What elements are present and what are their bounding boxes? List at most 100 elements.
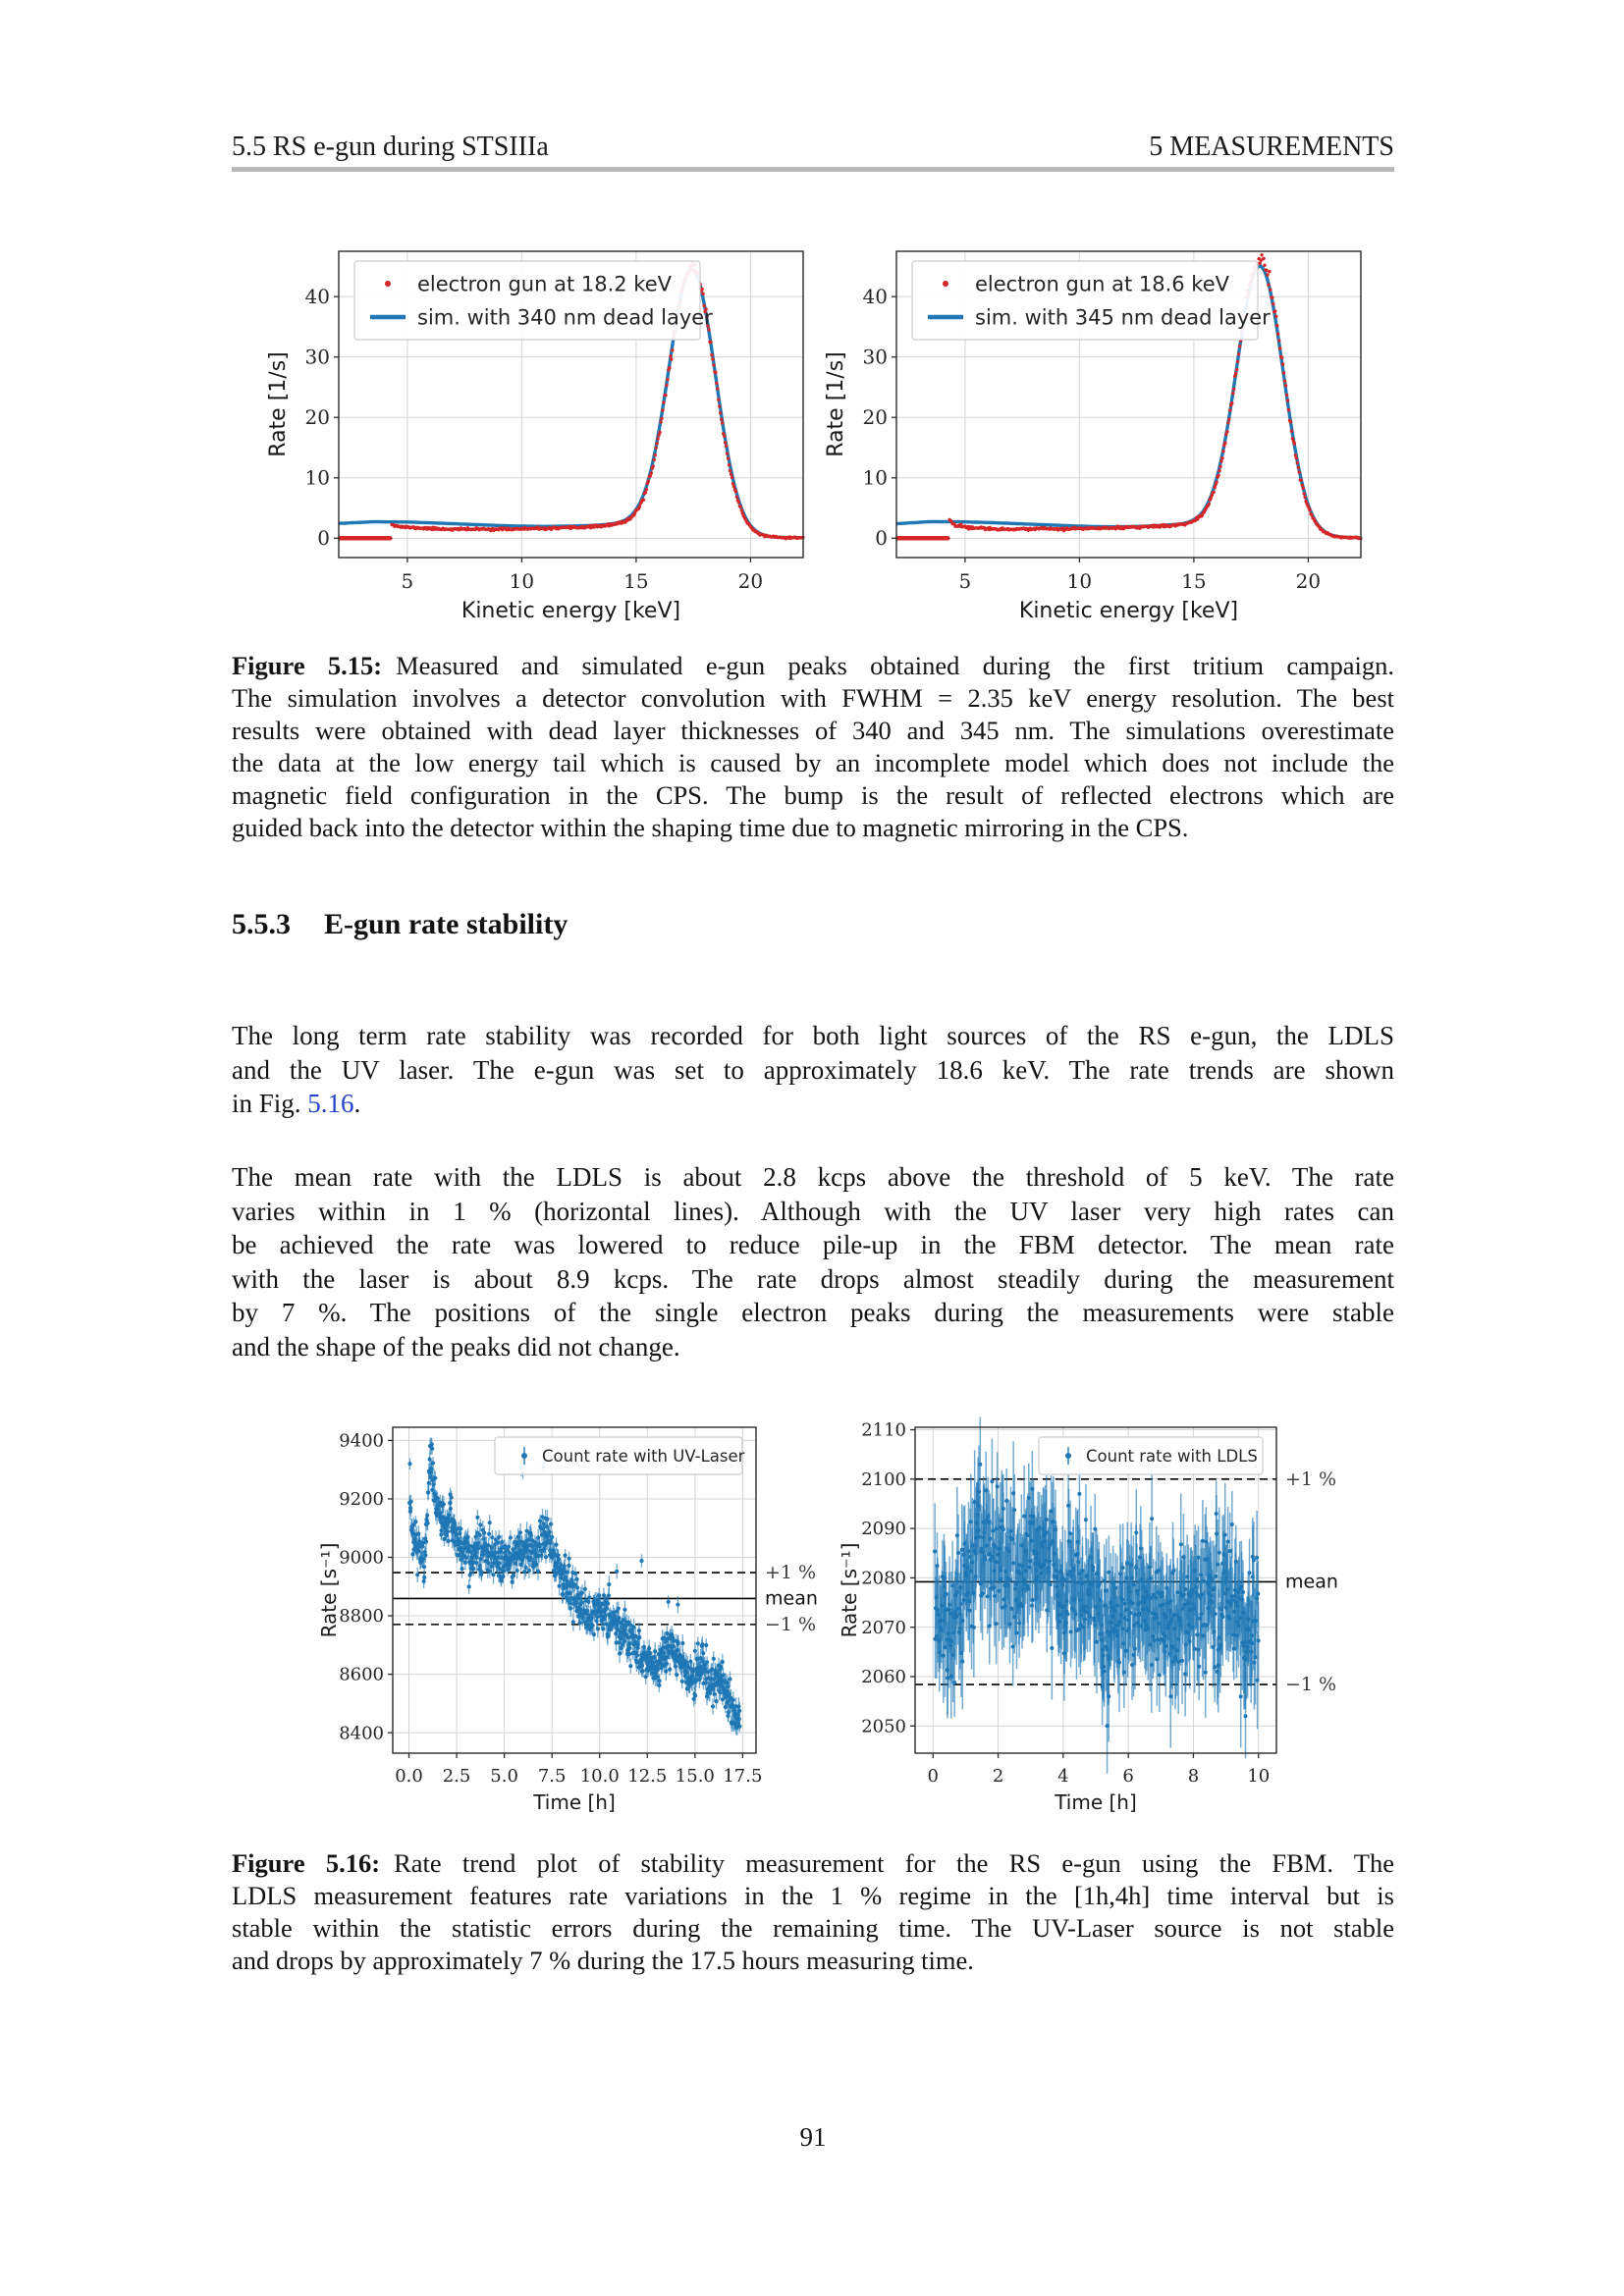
svg-text:Rate [1/s]: Rate [1/s]	[266, 351, 291, 456]
figure-5-15-chart-18-6kev: 5 10 15 20 0 10 20 30 40 Kinetic energy [keV] Rate…	[824, 250, 1363, 623]
svg-text:electron gun at 18.2 keV: electron gun at 18.2 keV	[417, 272, 673, 295]
svg-text:Count rate with UV-Laser: Count rate with UV-Laser	[542, 1447, 745, 1466]
svg-text:5: 5	[402, 569, 414, 593]
svg-text:8600: 8600	[339, 1665, 384, 1685]
text-line: and drops by approximately 7 % during th…	[232, 1946, 974, 1975]
svg-text:Kinetic energy [keV]: Kinetic energy [keV]	[1019, 599, 1238, 623]
svg-text:20: 20	[738, 569, 763, 593]
text: in Fig.	[232, 1089, 308, 1118]
text: .	[353, 1089, 361, 1118]
svg-text:−1 %: −1 %	[1285, 1674, 1336, 1695]
caption-label: Figure 5.15:	[232, 651, 383, 680]
svg-text:mean: mean	[765, 1587, 818, 1609]
svg-text:sim. with 340 nm dead layer: sim. with 340 nm dead layer	[417, 305, 713, 329]
svg-text:0.0: 0.0	[395, 1766, 423, 1787]
svg-text:Rate [s⁻¹]: Rate [s⁻¹]	[317, 1543, 341, 1638]
svg-text:2.5: 2.5	[443, 1766, 471, 1787]
running-header-chapter: 5 MEASUREMENTS	[1149, 132, 1394, 162]
svg-text:Count rate with LDLS: Count rate with LDLS	[1086, 1447, 1258, 1466]
svg-text:40: 40	[863, 285, 888, 308]
caption-text: Measured and simulated e-gun peaks obtai…	[396, 651, 1394, 680]
figure-5-16-chart-uv-laser: +1 % mean −1 % 0.0 2.5 5.0 7.5 10.0 12.5 15.0 17.5…	[317, 1426, 818, 1814]
caption-first-line: Figure 5.16: Rate trend plot of stability…	[232, 1847, 1394, 1880]
svg-text:15.0: 15.0	[676, 1766, 715, 1787]
svg-text:Kinetic energy [keV]: Kinetic energy [keV]	[461, 599, 680, 623]
text-line: stable within the statistic errors durin…	[232, 1913, 1394, 1943]
section-heading: 5.5.3 E-gun rate stability	[232, 908, 568, 941]
svg-text:2070: 2070	[861, 1618, 906, 1638]
text-line: with the laser is about 8.9 kcps. The ra…	[232, 1263, 1394, 1294]
svg-text:electron gun at 18.6 keV: electron gun at 18.6 keV	[975, 272, 1230, 295]
svg-text:10: 10	[1067, 569, 1092, 593]
svg-text:4: 4	[1057, 1766, 1068, 1787]
figure-5-16-caption: Figure 5.16: Rate trend plot of stability…	[232, 1847, 1394, 1977]
text-line: LDLS measurement features rate variation…	[232, 1881, 1394, 1910]
svg-text:2080: 2080	[861, 1569, 906, 1589]
text-line: by 7 %. The positions of the single elec…	[232, 1298, 1394, 1327]
text-line: and the shape of the peaks did not chang…	[232, 1331, 680, 1362]
svg-text:Rate [1/s]: Rate [1/s]	[824, 351, 848, 456]
svg-text:2100: 2100	[861, 1469, 906, 1490]
svg-text:6: 6	[1122, 1766, 1133, 1787]
svg-text:2110: 2110	[861, 1420, 906, 1441]
paragraph-1-last-line: in Fig. 5.16.	[232, 1087, 1394, 1121]
svg-text:−1 %: −1 %	[765, 1614, 816, 1635]
svg-text:Time [h]: Time [h]	[532, 1790, 616, 1814]
svg-text:9400: 9400	[339, 1431, 384, 1452]
svg-text:sim. with 345 nm dead layer: sim. with 345 nm dead layer	[975, 305, 1271, 329]
svg-text:5.0: 5.0	[490, 1766, 518, 1787]
svg-text:2: 2	[993, 1766, 1003, 1787]
svg-text:8400: 8400	[339, 1723, 384, 1743]
text-line: The mean rate with the LDLS is about 2.8…	[232, 1162, 1394, 1192]
svg-text:15: 15	[1181, 569, 1206, 593]
text-line: magnetic field configuration in the CPS.…	[232, 780, 1394, 810]
svg-text:10.0: 10.0	[580, 1766, 620, 1787]
svg-text:10: 10	[1247, 1766, 1270, 1787]
svg-text:2060: 2060	[861, 1667, 906, 1687]
svg-text:Time [h]: Time [h]	[1054, 1790, 1137, 1814]
text-line: results were obtained with dead layer th…	[232, 716, 1394, 745]
figure-5-16-chart-ldls: +1 % mean −1 % 0 2 4 6 8 10 2050 2060 2070 2080 2090 2…	[838, 1416, 1338, 1814]
caption-first-line: Figure 5.15: Measured and simulated e-gun…	[232, 650, 1394, 682]
text-line: The long term rate stability was recorde…	[232, 1021, 1394, 1050]
svg-text:10: 10	[510, 569, 534, 593]
svg-text:9000: 9000	[339, 1548, 384, 1569]
svg-text:+1 %: +1 %	[1285, 1468, 1336, 1490]
paragraph-1: The long term rate stability was recorde…	[232, 1019, 1394, 1121]
svg-text:Rate [s⁻¹]: Rate [s⁻¹]	[838, 1543, 861, 1638]
section-title: E-gun rate stability	[324, 908, 568, 940]
svg-text:7.5: 7.5	[538, 1766, 567, 1787]
text-line: and the UV laser. The e-gun was set to a…	[232, 1054, 1394, 1085]
svg-text:8800: 8800	[339, 1606, 384, 1627]
figure-5-16-link[interactable]: 5.16	[307, 1089, 354, 1118]
caption-text: Rate trend plot of stability measurement…	[394, 1848, 1394, 1878]
figure-5-15-chart-18-2kev: 5 10 15 20 0 10 20 30 40 Kinetic energy [keV] Rate…	[266, 250, 805, 623]
svg-text:2090: 2090	[861, 1519, 906, 1539]
paragraph-2: The mean rate with the LDLS is about 2.8…	[232, 1160, 1394, 1363]
figure-5-15-caption: Figure 5.15: Measured and simulated e-gun…	[232, 650, 1394, 844]
caption-label: Figure 5.16:	[232, 1848, 381, 1878]
svg-text:+1 %: +1 %	[765, 1562, 816, 1583]
svg-text:20: 20	[305, 405, 330, 429]
text-line: the data at the low energy tail which is…	[232, 748, 1394, 777]
caption-body: The simulation involves a detector convo…	[232, 682, 1394, 844]
text-line: varies within in 1 % (horizontal lines).…	[232, 1196, 1394, 1226]
svg-text:30: 30	[305, 345, 330, 368]
text-line: be achieved the rate was lowered to redu…	[232, 1230, 1394, 1259]
svg-text:20: 20	[1296, 569, 1321, 593]
svg-text:0: 0	[928, 1766, 939, 1787]
svg-text:15: 15	[623, 569, 648, 593]
svg-text:2050: 2050	[861, 1716, 906, 1736]
header-rule	[232, 167, 1394, 172]
svg-text:30: 30	[863, 345, 888, 368]
text-line: The simulation involves a detector convo…	[232, 683, 1394, 713]
svg-text:8: 8	[1188, 1766, 1199, 1787]
paragraph-2-lines: The mean rate with the LDLS is about 2.8…	[232, 1160, 1394, 1363]
section-number: 5.5.3	[232, 908, 291, 940]
svg-text:5: 5	[959, 569, 972, 593]
text-line: guided back into the detector within the…	[232, 813, 1189, 842]
svg-text:9200: 9200	[339, 1489, 384, 1510]
paragraph-1-lines: The long term rate stability was recorde…	[232, 1019, 1394, 1087]
svg-text:0: 0	[317, 526, 330, 550]
